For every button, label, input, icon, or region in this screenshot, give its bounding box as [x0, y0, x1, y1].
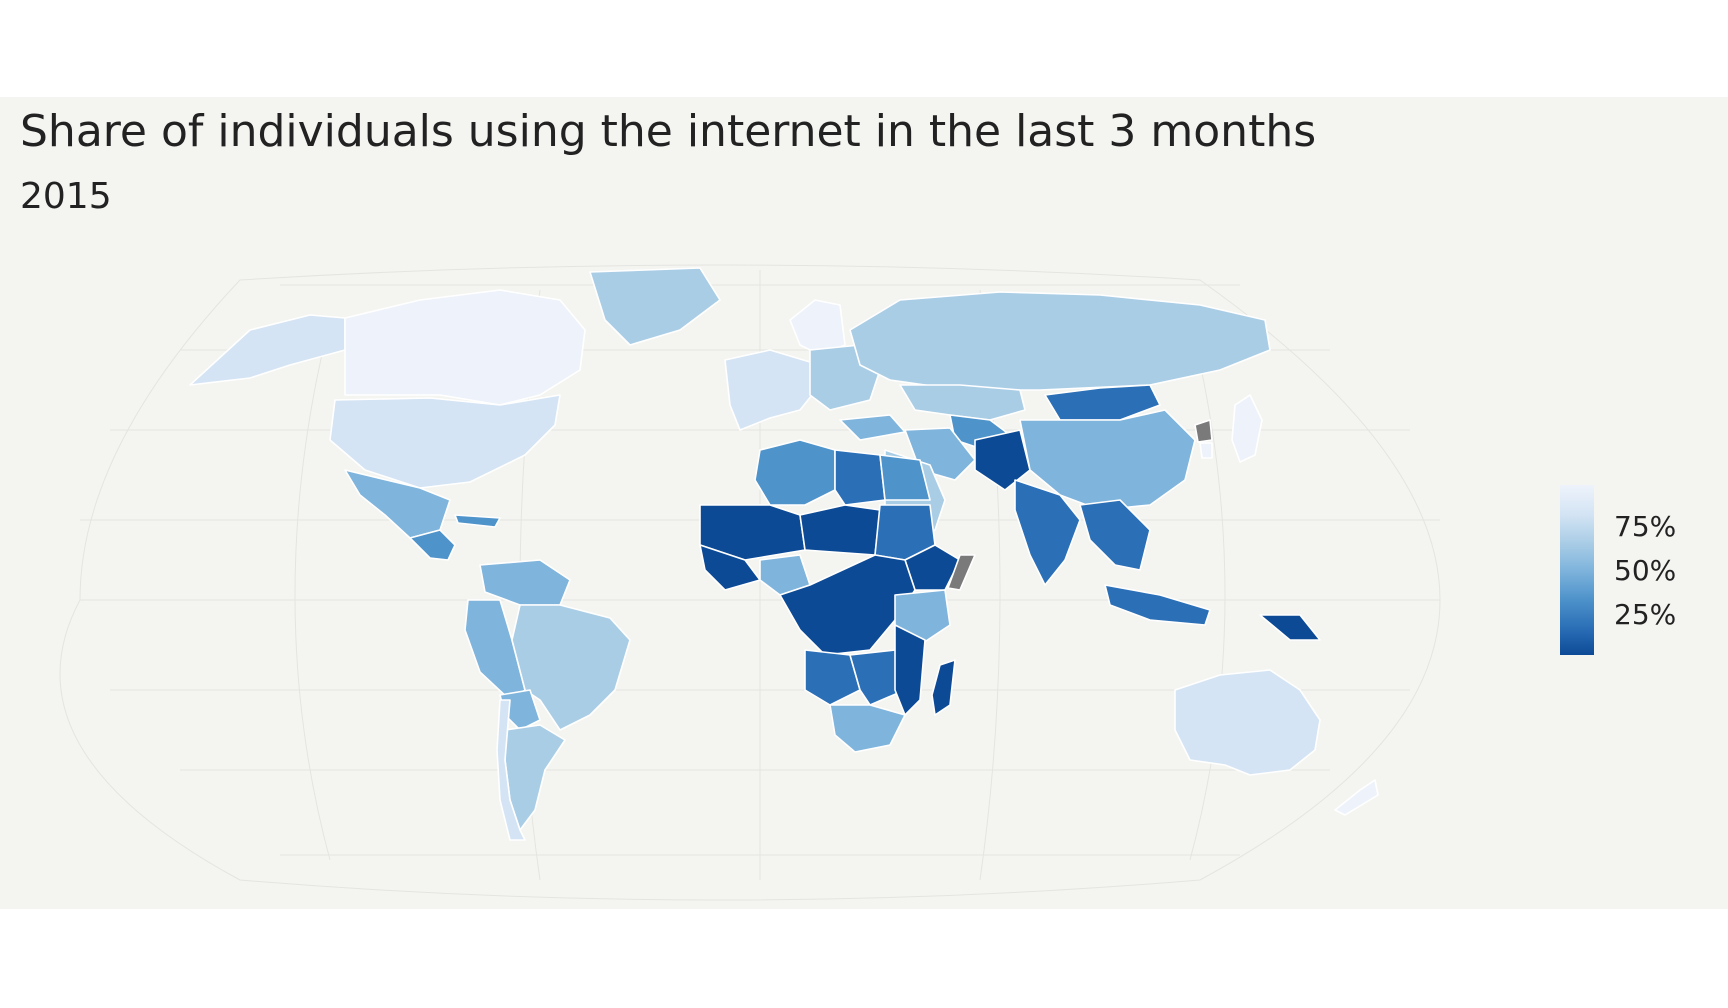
region-greenland: [589, 267, 721, 346]
region-central-america: [409, 529, 456, 561]
region-australia: [1174, 669, 1321, 776]
legend-tick-25: 25%: [1614, 598, 1676, 631]
region-cuba: [454, 514, 501, 528]
region-south-korea: [1199, 442, 1213, 459]
region-chile: [496, 699, 526, 841]
region-kazakhstan: [899, 384, 1026, 421]
region-turkey: [839, 414, 906, 441]
region-somalia: [947, 554, 976, 591]
region-southern-africa: [829, 704, 906, 753]
region-russia: [849, 291, 1271, 391]
region-madagascar: [931, 659, 956, 716]
legend-color-bar: [1560, 485, 1594, 655]
region-brazil: [511, 604, 631, 731]
region-algeria: [754, 439, 836, 506]
region-west-africa-coast: [699, 544, 761, 591]
region-nordic-countries: [789, 299, 846, 356]
region-egypt: [879, 454, 931, 501]
region-japan: [1231, 394, 1263, 463]
region-central-sahel: [799, 504, 881, 556]
region-mozambique: [894, 624, 926, 716]
chart-subtitle: 2015: [20, 176, 112, 217]
region-angola: [804, 649, 861, 706]
region-northern-south-america: [479, 559, 571, 606]
region-libya: [834, 449, 886, 506]
region-india: [1014, 479, 1081, 586]
region-canada: [344, 289, 586, 406]
region-southeast-asia: [1079, 499, 1151, 571]
chart-title: Share of individuals using the internet …: [20, 106, 1317, 157]
legend-tick-50: 50%: [1614, 554, 1676, 587]
region-zambia-and-zimbabwe: [849, 649, 906, 706]
region-afghanistan-and-pakistan: [974, 429, 1031, 491]
region-new-zealand: [1334, 779, 1379, 816]
region-indonesia: [1104, 584, 1211, 626]
region-united-states: [329, 394, 561, 489]
region-western-europe: [724, 349, 821, 431]
region-papua-new-guinea: [1259, 614, 1321, 641]
country-regions: [189, 267, 1379, 841]
region-china: [1019, 409, 1196, 511]
legend-tick-75: 75%: [1614, 510, 1676, 543]
region-north-korea: [1194, 419, 1213, 443]
